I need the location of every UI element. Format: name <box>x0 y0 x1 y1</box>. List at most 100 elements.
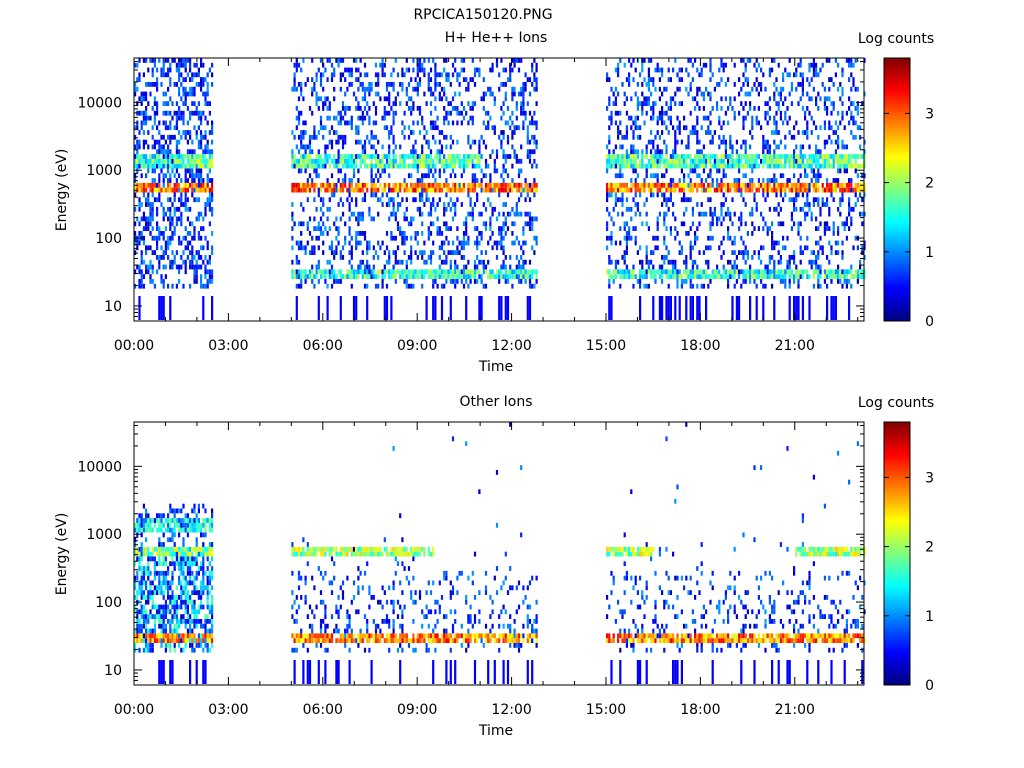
heatmap-cell <box>149 115 152 121</box>
heatmap-cell <box>330 158 334 164</box>
heatmap-cell <box>151 158 154 164</box>
heatmap-cell <box>788 259 791 265</box>
heatmap-cell <box>208 130 211 135</box>
heatmap-cell <box>145 173 148 179</box>
heatmap-cell <box>385 296 389 320</box>
heatmap-cell <box>491 149 494 155</box>
heatmap-cell <box>328 182 331 188</box>
heatmap-cell <box>361 182 364 188</box>
heatmap-cell <box>136 62 139 68</box>
heatmap-cell <box>619 283 622 289</box>
heatmap-cell <box>151 250 154 255</box>
heatmap-cell <box>425 296 428 320</box>
heatmap-cell <box>845 182 848 188</box>
heatmap-cell <box>740 158 743 164</box>
heatmap-cell <box>647 259 650 265</box>
heatmap-cell <box>707 154 710 159</box>
heatmap-cell <box>151 163 154 169</box>
heatmap-cell <box>630 96 633 102</box>
heatmap-cell <box>793 279 796 284</box>
heatmap-cell <box>405 58 408 63</box>
heatmap-cell <box>443 202 446 207</box>
heatmap-cell <box>665 86 668 92</box>
heatmap-cell <box>399 269 402 275</box>
heatmap-cell <box>162 211 165 217</box>
heatmap-cell <box>768 163 771 169</box>
heatmap-cell <box>162 187 165 193</box>
heatmap-cell <box>184 154 187 159</box>
heatmap-cell <box>333 96 336 102</box>
heatmap-cell <box>140 173 143 179</box>
heatmap-cell <box>162 110 165 116</box>
heatmap-cell <box>832 269 835 275</box>
heatmap-cell <box>328 206 331 212</box>
heatmap-cell <box>145 245 148 251</box>
heatmap-cell <box>793 259 796 265</box>
heatmap-cell <box>434 139 437 145</box>
heatmap-cell <box>476 269 479 275</box>
heatmap-cell <box>202 91 205 97</box>
heatmap-cell <box>339 250 342 255</box>
heatmap-cell <box>355 139 358 145</box>
heatmap-cell <box>186 72 189 78</box>
heatmap-cell <box>784 274 787 279</box>
heatmap-cell <box>186 187 189 193</box>
heatmap-cell <box>156 226 159 231</box>
heatmap-cell <box>372 269 375 275</box>
heatmap-cell <box>191 235 194 241</box>
heatmap-cell <box>533 178 536 183</box>
heatmap-cell <box>834 120 837 126</box>
heatmap-cell <box>716 216 719 222</box>
heatmap-cell <box>700 149 703 155</box>
heatmap-cell <box>663 120 666 126</box>
heatmap-cell <box>429 221 433 227</box>
heatmap-cell <box>502 130 505 135</box>
heatmap-cell <box>164 211 167 217</box>
heatmap-cell <box>191 178 194 183</box>
heatmap-cell <box>711 235 714 241</box>
heatmap-cell <box>720 106 723 111</box>
heatmap-cell <box>755 269 758 275</box>
heatmap-cell <box>854 158 857 164</box>
heatmap-cell <box>495 168 499 174</box>
heatmap-cell <box>206 182 209 188</box>
heatmap-cell <box>661 202 664 207</box>
heatmap-cell <box>350 115 353 121</box>
heatmap-cell <box>322 250 325 255</box>
heatmap-cell <box>471 158 474 164</box>
heatmap-cell <box>193 264 196 270</box>
heatmap-cell <box>476 255 479 260</box>
heatmap-cell <box>845 216 848 222</box>
panel-title: H+ He++ Ions <box>445 30 548 46</box>
heatmap-cell <box>749 269 752 275</box>
heatmap-cell <box>852 82 855 87</box>
heatmap-cell <box>850 264 853 270</box>
heatmap-cell <box>764 86 767 92</box>
heatmap-cell <box>636 115 639 121</box>
heatmap-cell <box>526 154 529 159</box>
heatmap-cell <box>793 255 796 260</box>
heatmap-cell <box>700 187 703 193</box>
heatmap-cell <box>652 106 655 111</box>
heatmap-cell <box>650 163 653 169</box>
heatmap-cell <box>678 163 681 169</box>
heatmap-cell <box>852 245 855 251</box>
heatmap-cell <box>859 144 862 150</box>
heatmap-cell <box>757 106 760 111</box>
heatmap-cell <box>191 168 194 174</box>
heatmap-cell <box>680 274 683 279</box>
heatmap-cell <box>412 149 415 155</box>
heatmap-cell <box>771 231 774 236</box>
heatmap-cell <box>535 77 538 82</box>
heatmap-cell <box>645 283 648 289</box>
heatmap-cell <box>162 58 165 63</box>
heatmap-cell <box>779 182 782 188</box>
heatmap-cell <box>295 144 298 150</box>
heatmap-cell <box>678 77 681 82</box>
heatmap-cell <box>171 259 174 265</box>
heatmap-cell <box>164 91 167 97</box>
heatmap-cell <box>528 110 532 116</box>
heatmap-cell <box>680 245 683 251</box>
heatmap-cell <box>482 283 485 289</box>
heatmap-cell <box>410 130 413 135</box>
